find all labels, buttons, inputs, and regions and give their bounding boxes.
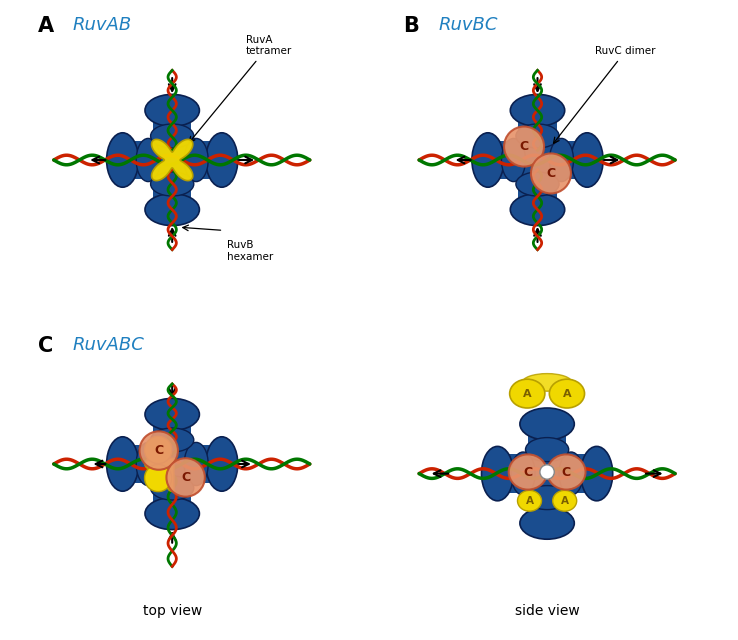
Polygon shape bbox=[151, 140, 193, 180]
Text: side view: side view bbox=[514, 604, 579, 618]
Text: C: C bbox=[181, 471, 190, 484]
Ellipse shape bbox=[547, 454, 585, 490]
Bar bbox=[193, 141, 225, 179]
Bar bbox=[153, 485, 191, 517]
Ellipse shape bbox=[553, 490, 576, 511]
Ellipse shape bbox=[520, 507, 574, 539]
Ellipse shape bbox=[137, 442, 160, 486]
Text: A: A bbox=[562, 388, 571, 399]
Ellipse shape bbox=[502, 138, 525, 182]
Text: C: C bbox=[520, 140, 528, 153]
Ellipse shape bbox=[525, 486, 569, 509]
Ellipse shape bbox=[516, 172, 559, 196]
Ellipse shape bbox=[549, 379, 584, 408]
Ellipse shape bbox=[508, 454, 547, 490]
Bar bbox=[120, 445, 151, 483]
Ellipse shape bbox=[106, 133, 139, 187]
Ellipse shape bbox=[206, 436, 238, 492]
Ellipse shape bbox=[520, 408, 574, 440]
Ellipse shape bbox=[517, 490, 542, 511]
Ellipse shape bbox=[481, 447, 514, 500]
Polygon shape bbox=[145, 457, 173, 492]
Ellipse shape bbox=[151, 476, 194, 500]
Text: top view: top view bbox=[142, 604, 201, 618]
Text: A: A bbox=[525, 496, 534, 506]
Text: C: C bbox=[154, 444, 163, 457]
Ellipse shape bbox=[511, 452, 535, 495]
Bar bbox=[485, 141, 517, 179]
Ellipse shape bbox=[531, 154, 571, 193]
Ellipse shape bbox=[525, 438, 569, 461]
Text: RuvBC: RuvBC bbox=[438, 16, 498, 34]
Bar bbox=[193, 445, 225, 483]
Text: RuvC dimer: RuvC dimer bbox=[554, 46, 655, 143]
Bar bbox=[559, 141, 590, 179]
Text: RuvABC: RuvABC bbox=[73, 336, 145, 354]
Bar bbox=[494, 454, 526, 493]
Text: A: A bbox=[38, 16, 54, 36]
Ellipse shape bbox=[510, 193, 565, 226]
Ellipse shape bbox=[151, 172, 194, 196]
Ellipse shape bbox=[151, 124, 194, 148]
Ellipse shape bbox=[148, 440, 196, 488]
Ellipse shape bbox=[184, 138, 208, 182]
Text: RuvB
hexamer: RuvB hexamer bbox=[227, 240, 273, 262]
Ellipse shape bbox=[516, 124, 559, 148]
Bar bbox=[568, 454, 600, 493]
Ellipse shape bbox=[581, 447, 613, 500]
Ellipse shape bbox=[139, 431, 178, 470]
Text: C: C bbox=[523, 465, 532, 479]
Ellipse shape bbox=[523, 449, 571, 498]
Ellipse shape bbox=[504, 127, 544, 166]
Bar bbox=[153, 411, 191, 443]
Ellipse shape bbox=[514, 136, 562, 184]
Text: A: A bbox=[561, 496, 569, 506]
Ellipse shape bbox=[145, 398, 199, 430]
Text: C: C bbox=[546, 167, 556, 180]
Bar bbox=[528, 494, 566, 526]
Ellipse shape bbox=[472, 133, 504, 187]
Text: A: A bbox=[523, 388, 531, 399]
Ellipse shape bbox=[145, 436, 172, 463]
Ellipse shape bbox=[559, 452, 583, 495]
Bar bbox=[153, 107, 191, 139]
Text: B: B bbox=[403, 16, 419, 36]
Bar bbox=[528, 421, 566, 453]
Bar bbox=[120, 141, 151, 179]
Ellipse shape bbox=[137, 138, 160, 182]
Bar bbox=[518, 180, 556, 212]
Ellipse shape bbox=[167, 458, 205, 497]
Ellipse shape bbox=[523, 374, 572, 391]
Ellipse shape bbox=[145, 498, 199, 530]
Ellipse shape bbox=[151, 428, 194, 452]
Ellipse shape bbox=[145, 465, 172, 492]
Bar bbox=[153, 180, 191, 212]
Ellipse shape bbox=[148, 136, 196, 184]
Ellipse shape bbox=[145, 193, 199, 226]
Ellipse shape bbox=[571, 133, 603, 187]
Ellipse shape bbox=[510, 94, 565, 126]
Text: RuvA
tetramer: RuvA tetramer bbox=[189, 35, 292, 142]
Ellipse shape bbox=[540, 465, 554, 479]
Ellipse shape bbox=[145, 94, 199, 126]
Ellipse shape bbox=[206, 133, 238, 187]
Text: C: C bbox=[38, 336, 53, 356]
Ellipse shape bbox=[510, 379, 545, 408]
Ellipse shape bbox=[184, 442, 208, 486]
Text: C: C bbox=[562, 465, 571, 479]
Bar bbox=[518, 107, 556, 139]
Ellipse shape bbox=[106, 436, 139, 492]
Text: RuvAB: RuvAB bbox=[73, 16, 132, 34]
Ellipse shape bbox=[550, 138, 573, 182]
